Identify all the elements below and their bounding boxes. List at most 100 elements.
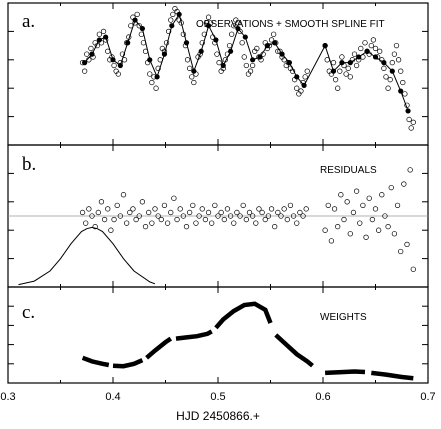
weights-segment <box>175 329 213 341</box>
panel-weights-frame <box>7 286 429 384</box>
observation-point <box>153 85 159 91</box>
observation-point <box>254 45 260 52</box>
observation-point <box>84 51 90 57</box>
spline-knot <box>356 54 362 60</box>
observation-point <box>216 59 222 66</box>
observation-point <box>398 68 404 74</box>
residual-point <box>335 223 341 230</box>
observation-point <box>243 62 250 69</box>
spline-knot <box>389 68 395 74</box>
residual-point <box>382 213 388 219</box>
residual-point <box>149 220 155 226</box>
observation-point <box>302 74 308 80</box>
panel-weights-ticks <box>7 287 429 383</box>
spline-knot <box>235 25 241 32</box>
spline-fit <box>82 11 411 114</box>
weights-curve <box>81 301 414 381</box>
spline-knot <box>82 60 88 66</box>
panel-a-label: a. <box>22 11 35 32</box>
residual-point <box>105 206 111 212</box>
observation-point <box>368 42 374 49</box>
panel-weights: c. WEIGHTS <box>7 286 429 384</box>
observation-point <box>155 65 161 71</box>
residual-point <box>404 241 410 248</box>
residual-point <box>275 209 281 216</box>
residual-point <box>227 213 234 219</box>
panel-observations: a. OBSERVATIONS + SMOOTH SPLINE FIT <box>7 2 429 146</box>
observation-point <box>343 71 349 77</box>
spline-knot <box>191 68 197 74</box>
spline-knot <box>147 57 153 63</box>
observation-point <box>385 85 391 91</box>
residual-point <box>237 213 243 219</box>
residual-point <box>262 216 268 223</box>
residual-point <box>108 227 114 233</box>
observation-point <box>111 62 117 69</box>
spline-knot <box>213 37 219 43</box>
residual-point <box>347 231 353 237</box>
observation-point <box>81 68 88 74</box>
spline-knot <box>242 34 248 40</box>
residual-point <box>92 223 98 230</box>
observation-point <box>184 57 191 63</box>
observation-point <box>347 74 353 80</box>
spline-knot <box>176 11 182 17</box>
residual-point <box>259 209 265 216</box>
observation-point <box>332 77 339 83</box>
observation-point <box>400 79 406 86</box>
residual-point <box>281 206 287 212</box>
spline-knot <box>228 48 234 54</box>
spline-knot <box>279 51 285 57</box>
spline-knot <box>347 60 353 66</box>
x-tick-label: 0.4 <box>105 391 120 403</box>
observation-point <box>393 42 400 49</box>
observation-point <box>147 71 153 77</box>
residual-point <box>212 202 218 209</box>
residual-point <box>183 223 190 230</box>
spline-knot <box>398 88 404 94</box>
spline-knot <box>96 37 102 43</box>
residual-point <box>256 206 262 212</box>
residual-point <box>190 202 196 209</box>
spline-knot <box>103 34 109 40</box>
spline-knot <box>405 108 411 114</box>
residual-point <box>218 209 224 216</box>
weights-segment <box>324 369 366 376</box>
spline-knot <box>257 54 263 60</box>
residual-point <box>199 206 205 212</box>
spline-knot <box>372 54 379 60</box>
spline-knot <box>272 40 278 46</box>
spline-knot <box>339 60 345 66</box>
residual-point <box>290 213 297 219</box>
residual-point <box>344 199 350 205</box>
weights-segment <box>145 336 173 360</box>
observation-point <box>337 68 343 74</box>
residual-point <box>407 167 413 173</box>
residual-point <box>325 202 331 209</box>
residual-point <box>366 195 372 201</box>
observation-point <box>345 65 351 71</box>
residual-point <box>246 209 253 216</box>
observation-point <box>389 59 395 66</box>
panel-c-label: c. <box>22 302 35 323</box>
observation-point <box>391 51 398 57</box>
spline-knot <box>132 17 138 23</box>
residual-point <box>243 216 250 223</box>
observation-point <box>381 65 387 71</box>
spline-knot <box>330 68 337 74</box>
observation-point <box>165 28 172 35</box>
residual-point <box>120 192 127 198</box>
x-axis: 0.3 0.4 0.5 0.6 0.7 <box>0 391 435 403</box>
residual-point <box>186 209 193 216</box>
spline-knot <box>364 48 370 54</box>
residual-point <box>152 206 158 212</box>
residual-point <box>133 216 139 223</box>
residual-point <box>146 209 152 216</box>
residual-point <box>164 220 171 226</box>
observation-point <box>351 51 358 57</box>
residual-point <box>180 213 187 219</box>
residual-point <box>287 202 294 209</box>
residual-point <box>385 223 391 230</box>
observation-point <box>136 23 142 29</box>
residual-point <box>249 213 256 219</box>
